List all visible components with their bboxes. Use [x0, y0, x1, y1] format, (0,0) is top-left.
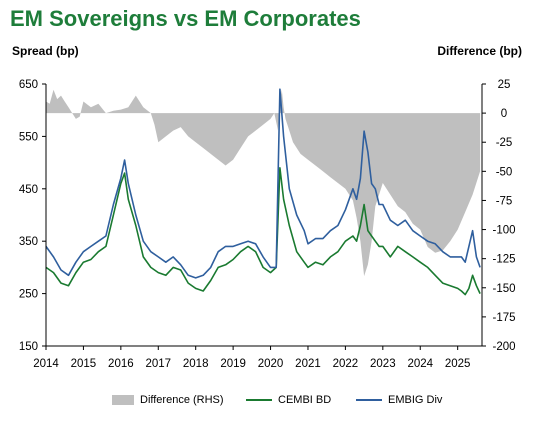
difference-area — [46, 89, 481, 277]
right-tick-label: -200 — [492, 341, 515, 353]
x-tick-label: 2025 — [445, 358, 471, 370]
x-tick-label: 2021 — [295, 358, 321, 370]
embig-line — [45, 88, 481, 279]
legend-swatch-embig — [356, 399, 382, 401]
x-tick-label: 2024 — [407, 358, 433, 370]
x-tick-label: 2015 — [71, 358, 97, 370]
x-tick-label: 2016 — [108, 358, 134, 370]
legend-label-cembi: CEMBI BD — [278, 394, 332, 406]
left-tick-label: 250 — [19, 289, 38, 301]
left-axis-title: Spread (bp) — [12, 44, 79, 58]
chart-title: EM Sovereigns vs EM Corporates — [10, 6, 361, 31]
right-tick-label: -50 — [496, 166, 513, 178]
legend-swatch-cembi — [246, 399, 272, 401]
right-tick-label: -125 — [492, 254, 515, 266]
left-tick-label: 450 — [19, 184, 38, 196]
x-tick-label: 2014 — [33, 358, 59, 370]
cembi-line — [45, 167, 481, 296]
right-tick-label: -25 — [496, 137, 513, 149]
right-axis-title: Difference (bp) — [437, 44, 522, 58]
x-tick-label: 2017 — [145, 358, 171, 370]
x-tick-label: 2018 — [183, 358, 209, 370]
right-tick-label: 0 — [501, 108, 507, 120]
left-tick-label: 550 — [19, 131, 38, 143]
x-tick-label: 2023 — [370, 358, 396, 370]
legend-item-difference: Difference (RHS) — [112, 394, 224, 406]
right-tick-label: -175 — [492, 312, 515, 324]
x-tick-label: 2019 — [220, 358, 246, 370]
right-tick-label: -75 — [496, 195, 513, 207]
legend-swatch-difference — [112, 395, 134, 405]
left-tick-label: 350 — [19, 236, 38, 248]
legend-label-difference: Difference (RHS) — [140, 394, 224, 406]
legend-item-embig: EMBIG Div — [356, 394, 442, 406]
right-tick-label: 25 — [498, 79, 511, 91]
x-tick-label: 2020 — [258, 358, 284, 370]
right-tick-label: -150 — [492, 283, 515, 295]
left-tick-label: 150 — [19, 341, 38, 353]
right-tick-label: -100 — [492, 225, 515, 237]
left-tick-label: 650 — [19, 79, 38, 91]
legend-item-cembi: CEMBI BD — [246, 394, 331, 406]
legend-label-embig: EMBIG Div — [388, 394, 443, 406]
x-tick-label: 2022 — [333, 358, 359, 370]
